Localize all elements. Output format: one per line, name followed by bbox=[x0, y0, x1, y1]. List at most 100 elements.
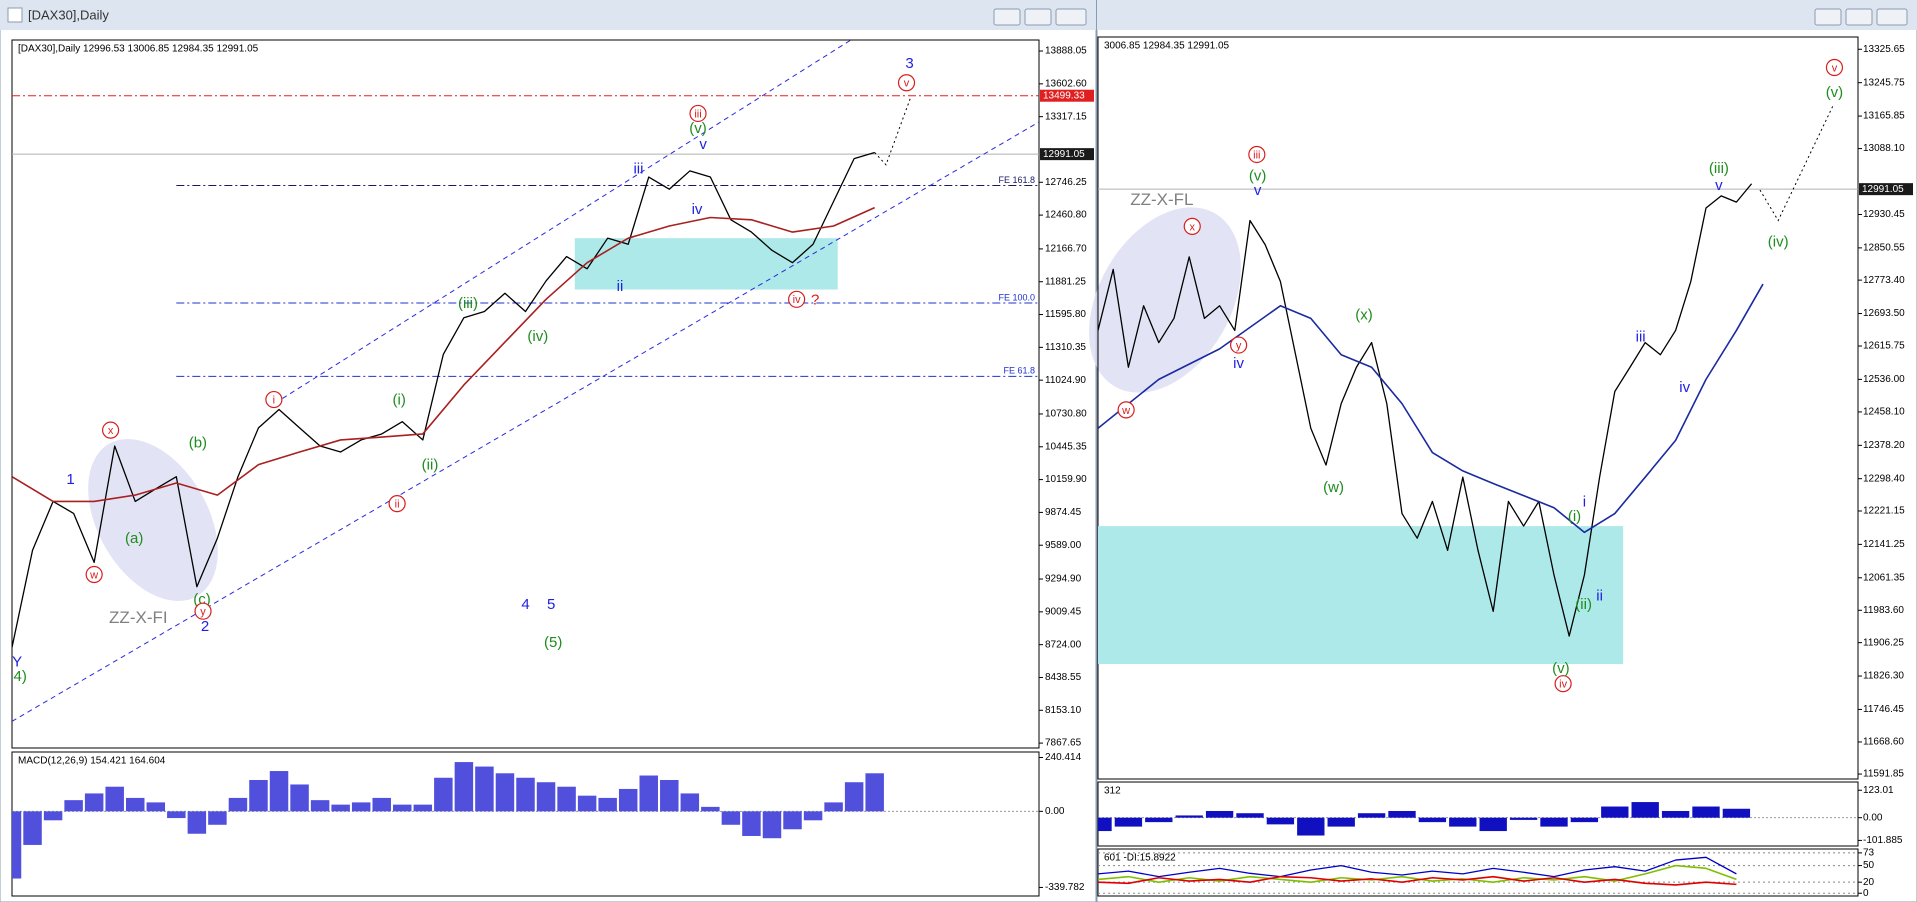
histogram-bar bbox=[1692, 806, 1720, 818]
wave-label: y bbox=[200, 606, 206, 618]
y-tick-label: 10159.90 bbox=[1045, 474, 1087, 485]
y-tick-label: 8438.55 bbox=[1045, 672, 1082, 683]
wave-label: (v) bbox=[1552, 660, 1570, 677]
histogram-bar bbox=[577, 795, 597, 812]
plot-area bbox=[12, 762, 1039, 879]
close-button[interactable] bbox=[1055, 8, 1087, 26]
current-price-label: 12991.05 bbox=[1043, 149, 1085, 160]
histogram-bar bbox=[1114, 817, 1143, 827]
wave-label: iv bbox=[1233, 355, 1244, 372]
wave-label: iii bbox=[1253, 149, 1260, 161]
panel-header: 3006.85 12984.35 12991.05 bbox=[1104, 41, 1230, 52]
y-tick-label: 10445.35 bbox=[1045, 441, 1087, 452]
y-tick-label: 12221.15 bbox=[1863, 506, 1905, 517]
price-level-tag bbox=[1040, 89, 1094, 102]
y-tick-label: 9009.45 bbox=[1045, 606, 1082, 617]
wave-label: iii bbox=[633, 160, 643, 177]
y-tick-label: 12850.55 bbox=[1863, 243, 1905, 254]
y-tick-label: 13325.65 bbox=[1863, 44, 1905, 55]
y-tick-label: 8153.10 bbox=[1045, 705, 1082, 716]
minimize-button[interactable] bbox=[993, 8, 1021, 26]
histogram-bar bbox=[865, 773, 884, 812]
wave-label: (iii) bbox=[1709, 160, 1729, 177]
wave-label: iv bbox=[1679, 379, 1690, 396]
wave-label: (iv) bbox=[527, 328, 548, 345]
y-tick-label: 240.414 bbox=[1045, 752, 1082, 763]
y-tick-label: 13245.75 bbox=[1863, 77, 1905, 88]
histogram-bar bbox=[742, 811, 761, 836]
wave-label: iii bbox=[1636, 329, 1646, 346]
y-tick-label: 11906.25 bbox=[1863, 637, 1904, 648]
fib-level-label: FE 61.8 bbox=[1003, 366, 1035, 376]
y-tick-label: 12378.20 bbox=[1863, 440, 1905, 451]
pattern-highlight bbox=[88, 438, 218, 602]
y-tick-label: 13165.85 bbox=[1863, 111, 1905, 122]
y-tick-label: 50 bbox=[1863, 860, 1875, 871]
histogram-bar bbox=[618, 788, 638, 812]
histogram-bar bbox=[516, 777, 535, 812]
histogram-bar bbox=[1570, 817, 1599, 823]
y-tick-label: 11668.60 bbox=[1863, 737, 1904, 748]
y-tick-label: 8724.00 bbox=[1045, 639, 1082, 650]
wave-label: v bbox=[1832, 62, 1838, 74]
wave-label-circle bbox=[788, 290, 806, 308]
histogram-bar bbox=[84, 793, 104, 812]
wave-label: 4 bbox=[521, 596, 529, 613]
wave-label: (iii) bbox=[458, 295, 478, 312]
histogram-bar bbox=[783, 811, 802, 830]
plot-area bbox=[1098, 104, 1858, 665]
y-tick-label: 9294.90 bbox=[1045, 574, 1082, 585]
zone bbox=[1098, 526, 1624, 665]
histogram-bar bbox=[701, 806, 720, 812]
wave-label: 5 bbox=[547, 596, 555, 613]
plot-area bbox=[1098, 802, 1858, 836]
histogram-bar bbox=[167, 811, 186, 819]
y-tick-label: 11983.60 bbox=[1863, 605, 1904, 616]
y-tick-label: 11746.45 bbox=[1863, 704, 1904, 715]
histogram-bar bbox=[1205, 810, 1234, 818]
histogram-bar bbox=[146, 802, 166, 812]
histogram-bar bbox=[249, 779, 268, 812]
price-line bbox=[1098, 283, 1764, 534]
wave-label: x bbox=[108, 425, 114, 437]
current-price-tag bbox=[1040, 148, 1094, 161]
histogram-bar bbox=[1357, 813, 1386, 818]
histogram-bar bbox=[290, 784, 309, 812]
histogram-bar bbox=[660, 779, 679, 812]
y-tick-label: 0 bbox=[1863, 888, 1869, 899]
right-title-bar bbox=[1097, 0, 1917, 30]
minimize-button[interactable] bbox=[1814, 8, 1842, 26]
wave-label: iv bbox=[793, 294, 801, 306]
panel-header: 312 bbox=[1104, 786, 1121, 797]
y-tick-label: 12746.25 bbox=[1045, 177, 1087, 188]
y-tick-label: 12458.10 bbox=[1863, 407, 1905, 418]
histogram-bar bbox=[105, 786, 124, 812]
close-button[interactable] bbox=[1876, 8, 1908, 26]
left-title-bar bbox=[0, 0, 1096, 30]
wave-label: y bbox=[1236, 340, 1242, 352]
maximize-button[interactable] bbox=[1845, 8, 1873, 26]
wave-label-circle bbox=[1229, 336, 1248, 354]
maximize-button[interactable] bbox=[1024, 8, 1052, 26]
wave-label: (w) bbox=[1323, 479, 1344, 496]
wave-label-circle bbox=[1183, 217, 1201, 235]
trendline bbox=[874, 97, 912, 166]
wave-label: (ii) bbox=[1575, 596, 1592, 613]
trendline bbox=[274, 40, 852, 404]
histogram-bar bbox=[1098, 817, 1112, 832]
histogram-bar bbox=[639, 775, 658, 812]
histogram-bar bbox=[23, 811, 42, 845]
histogram-bar bbox=[269, 771, 289, 812]
histogram-bar bbox=[454, 762, 474, 812]
wave-label-circle bbox=[1117, 401, 1135, 419]
wave-label: w bbox=[1121, 405, 1130, 417]
y-tick-label: 20 bbox=[1863, 877, 1875, 888]
wave-label: i bbox=[273, 394, 275, 406]
trendline bbox=[1759, 104, 1835, 222]
wave-label: (x) bbox=[1355, 307, 1373, 324]
wave-label: ? bbox=[811, 291, 819, 308]
wave-label: (iv) bbox=[1768, 233, 1789, 250]
wave-label: (ii) bbox=[422, 456, 439, 473]
y-tick-label: 0.00 bbox=[1045, 806, 1065, 817]
y-tick-label: 11024.90 bbox=[1045, 375, 1086, 386]
